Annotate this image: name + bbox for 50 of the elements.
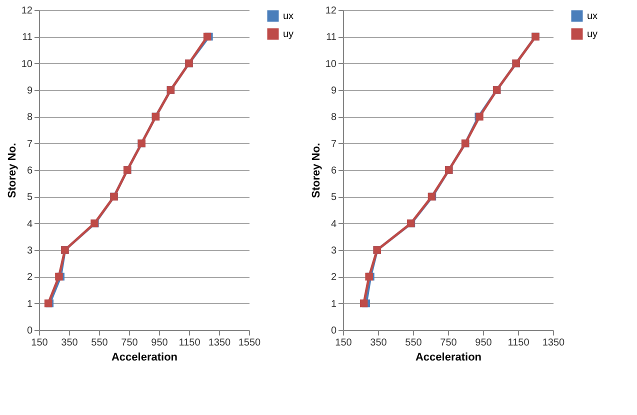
x-tick-label: 750	[440, 338, 458, 348]
y-tick-label: 3	[330, 246, 337, 256]
x-tick-label: 1150	[508, 338, 530, 348]
x-tick-label: 1550	[238, 338, 262, 348]
x-tick-label: 950	[475, 338, 492, 348]
y-tick-label: 11	[326, 32, 337, 44]
y-tick-label: 8	[330, 112, 337, 124]
y-tick-label: 7	[330, 138, 337, 150]
legend-label: ux	[283, 11, 294, 22]
y-tick-label: 6	[26, 166, 33, 176]
y-tick-label: 4	[26, 218, 33, 230]
point	[360, 299, 368, 308]
x-axis-title: Acceleration	[111, 352, 178, 364]
x-tick-label: 150	[335, 338, 352, 348]
y-axis-title: Storey No.	[6, 142, 18, 198]
y-tick-label: 5	[330, 192, 337, 204]
y-tick-label: 5	[26, 192, 33, 204]
y-tick-label: 4	[330, 218, 337, 230]
legend-label: ux	[587, 11, 598, 22]
y-tick-label: 3	[26, 246, 33, 256]
x-axis-title: Acceleration	[415, 352, 482, 364]
legend-label: uy	[283, 29, 294, 40]
y-tick-label: 9	[26, 86, 33, 96]
y-tick-label: 9	[330, 86, 337, 96]
x-tick-label: 1350	[208, 338, 232, 348]
y-tick-label: 0	[330, 326, 337, 336]
x-tick-label: 1350	[542, 338, 566, 348]
x-tick-label: 1150	[178, 338, 201, 348]
x-tick-label: 150	[31, 338, 48, 348]
x-tick-label: 950	[151, 338, 168, 348]
y-tick-label: 1	[26, 298, 33, 310]
y-tick-label: 11	[22, 32, 33, 44]
x-tick-label: 750	[121, 338, 138, 348]
y-tick-label: 12	[325, 6, 337, 16]
x-tick-label: 350	[61, 338, 78, 348]
y-tick-label: 0	[26, 326, 33, 336]
y-tick-label: 6	[330, 166, 337, 176]
y-tick-label: 7	[26, 138, 33, 150]
y-tick-label: 8	[26, 112, 33, 124]
y-tick-label: 2	[330, 272, 337, 284]
legend-label: uy	[587, 29, 598, 40]
y-tick-label: 10	[21, 58, 33, 70]
y-tick-label: 1	[330, 298, 337, 310]
x-tick-label: 550	[405, 338, 422, 348]
y-tick-label: 2	[26, 272, 33, 284]
y-tick-label: 12	[21, 6, 33, 16]
x-tick-label: 350	[370, 338, 388, 348]
x-tick-label: 550	[91, 338, 108, 348]
y-tick-label: 10	[325, 58, 337, 70]
y-axis-title: Storey No.	[310, 142, 322, 198]
